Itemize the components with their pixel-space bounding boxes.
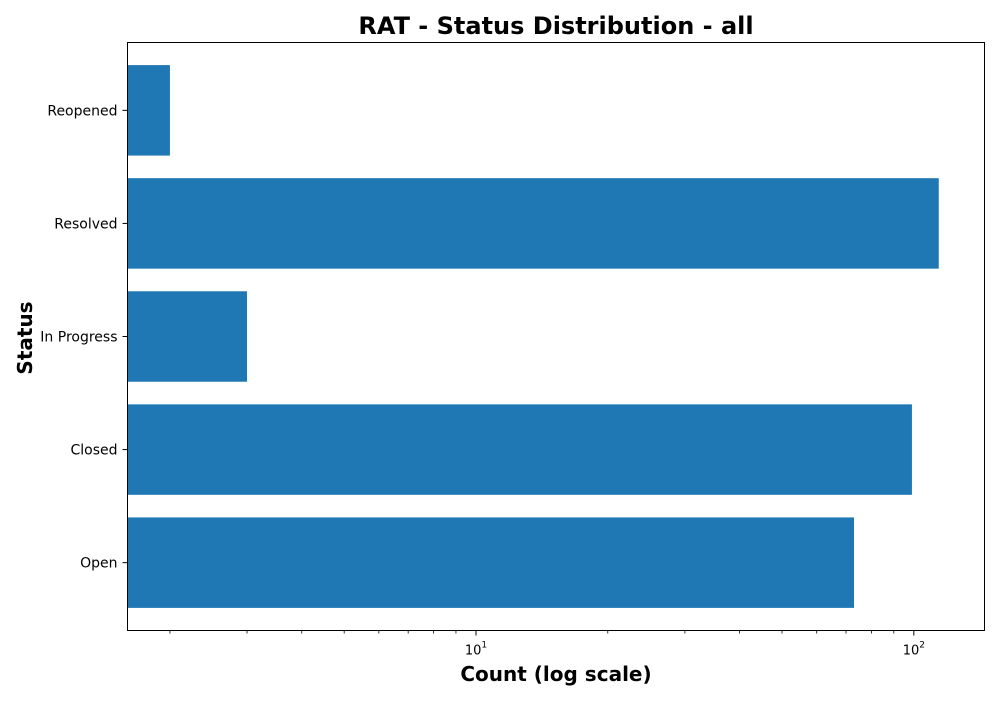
x-axis-label: Count (log scale) [460, 662, 651, 686]
y-tick-label: Reopened [47, 103, 117, 119]
y-tick-label: Closed [70, 443, 117, 459]
bar-resolved [127, 178, 939, 269]
plot-frame [127, 42, 985, 631]
y-tick-label: Open [80, 556, 117, 572]
bar-open [127, 517, 854, 608]
x-tick-label: 102 [903, 641, 925, 659]
y-axis-label: Status [13, 301, 37, 374]
x-ticks-layer: 101 102 [169, 630, 925, 659]
y-tick-label: Resolved [54, 216, 117, 232]
x-tick-label: 101 [465, 641, 487, 659]
bar-reopened [127, 65, 170, 156]
y-tick-label: In Progress [40, 330, 117, 346]
chart-title: RAT - Status Distribution - all [358, 12, 753, 40]
y-ticks-layer: Open Closed In Progress Resolved Reopened [40, 103, 128, 572]
bar-in-progress [127, 291, 248, 382]
bar-closed [127, 404, 912, 495]
bars-layer [127, 65, 939, 608]
